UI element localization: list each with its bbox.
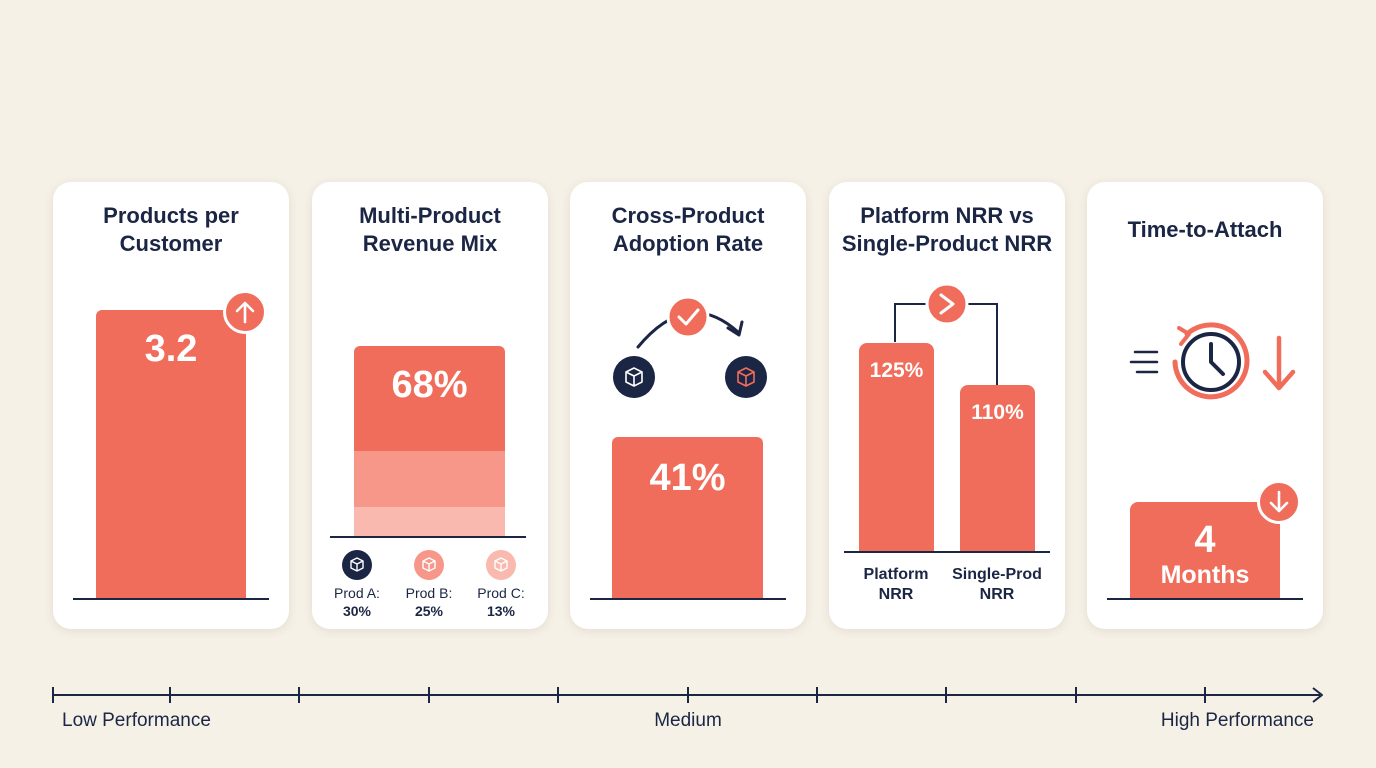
card-title: Platform NRR vs Single-Product NRR: [841, 203, 1053, 256]
scale-label-low: Low Performance: [62, 710, 211, 731]
legend-name: Prod C:: [477, 585, 525, 601]
baseline: [590, 598, 786, 600]
bar-segment-prod-c: [354, 507, 505, 537]
greater-than-icon: [925, 282, 969, 326]
bar-single-product-nrr: 110%: [960, 385, 1035, 552]
legend-value: 30%: [342, 603, 372, 619]
legend-item-prod-c: Prod C: 13%: [461, 584, 541, 620]
baseline: [844, 551, 1050, 553]
box-icon: [486, 550, 516, 580]
bar-value-unit: Months: [1160, 561, 1250, 589]
card-time-to-attach: Time-to-Attach 4 Months: [1087, 182, 1323, 629]
adoption-illustration: [613, 295, 767, 398]
bar-adoption-rate: 41%: [612, 437, 763, 599]
x-tick-label-platform: Platform NRR: [863, 566, 929, 603]
arrow-up-icon: [223, 290, 267, 334]
legend-value: 25%: [414, 603, 444, 619]
legend-name: Prod A:: [334, 585, 380, 601]
baseline: [330, 536, 526, 538]
box-icon: [725, 356, 767, 398]
check-icon: [666, 295, 710, 339]
legend-value: 13%: [486, 603, 516, 619]
bar-value-number: 4: [1194, 519, 1216, 561]
legend-name: Prod B:: [405, 585, 453, 601]
baseline: [1107, 598, 1303, 600]
legend-item-prod-b: Prod B: 25%: [389, 584, 469, 620]
scale-label-high: High Performance: [1160, 710, 1314, 731]
legend-item-prod-a: Prod A: 30%: [317, 584, 397, 620]
card-nrr-comparison: Platform NRR vs Single-Product NRR 125% …: [829, 182, 1065, 629]
bar-time-to-attach: 4 Months: [1130, 502, 1280, 599]
card-products-per-customer: Products per Customer 3.2: [53, 182, 289, 629]
card-title: Products per Customer: [103, 203, 239, 256]
bar-value-label: 125%: [869, 359, 924, 382]
card-revenue-mix: Multi-Product Revenue Mix 68% Prod A: 30…: [312, 182, 548, 629]
clock-icon: [1129, 322, 1250, 400]
card-title: Time-to-Attach: [1127, 217, 1283, 242]
card-adoption-rate: Cross-Product Adoption Rate 41%: [570, 182, 806, 629]
bar-value-label: 41%: [649, 457, 726, 499]
card-title: Cross-Product Adoption Rate: [611, 203, 765, 256]
bar-platform-nrr: 125%: [859, 343, 934, 552]
bar-products-per-customer: 3.2: [96, 310, 246, 599]
box-icon: [613, 356, 655, 398]
card-title: Multi-Product Revenue Mix: [359, 203, 501, 256]
arrow-down-icon: [1257, 480, 1301, 524]
x-tick-label-single-prod: Single-Prod NRR: [952, 566, 1042, 603]
bar-segment-prod-b: [354, 451, 505, 507]
box-icon: [342, 550, 372, 580]
bar-value-label: 3.2: [144, 328, 198, 370]
bar-value-label: 68%: [391, 364, 468, 406]
bar-value-label: 110%: [971, 401, 1024, 424]
bar-segment-prod-a: 68%: [354, 346, 505, 451]
arrow-down-icon: [1262, 335, 1296, 391]
baseline: [73, 598, 269, 600]
scale-label-medium: Medium: [654, 710, 722, 731]
comparison-connector: [894, 282, 998, 386]
box-icon: [414, 550, 444, 580]
performance-scale-axis: [52, 687, 1323, 703]
